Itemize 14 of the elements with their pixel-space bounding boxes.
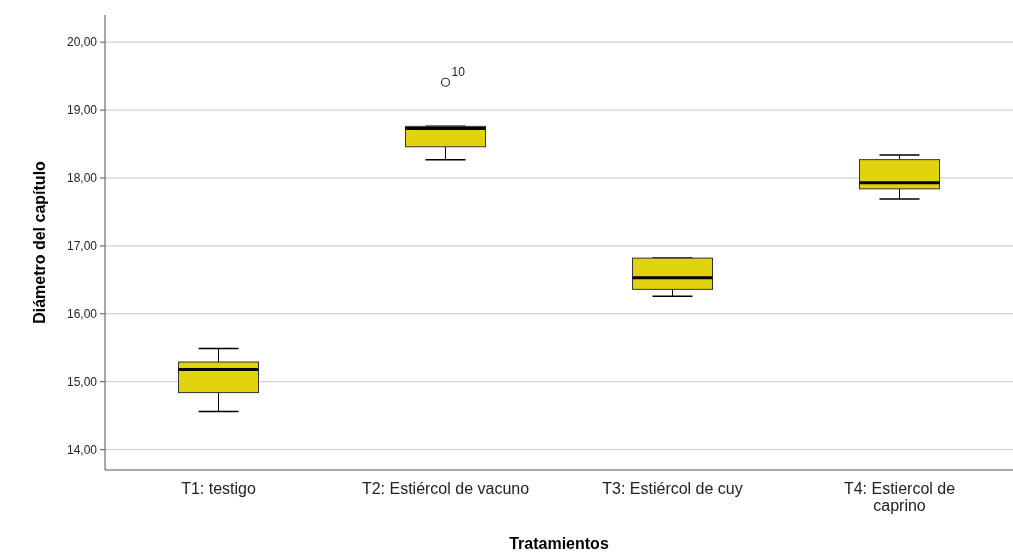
y-tick-label: 20,00: [66, 35, 98, 50]
annotation: 10: [451, 65, 466, 80]
x-tick-label: T3: Estiércol de cuy: [602, 480, 743, 497]
x-tick-label: T2: Estiércol de vacuno: [361, 480, 530, 497]
y-tick-label: 19,00: [66, 103, 98, 118]
y-tick-label: 17,00: [66, 239, 98, 254]
x-axis-title: Tratamientos: [509, 535, 609, 552]
x-tick-label: T4: Estiercol de caprino: [843, 480, 956, 514]
x-tick-label: T1: testigo: [181, 480, 256, 497]
y-axis-title: Diámetro del capítulo: [31, 160, 48, 324]
y-tick-label: 15,00: [66, 374, 98, 389]
y-tick-label: 14,00: [66, 442, 98, 457]
y-tick-label: 18,00: [66, 171, 98, 186]
y-tick-label: 16,00: [66, 307, 98, 322]
